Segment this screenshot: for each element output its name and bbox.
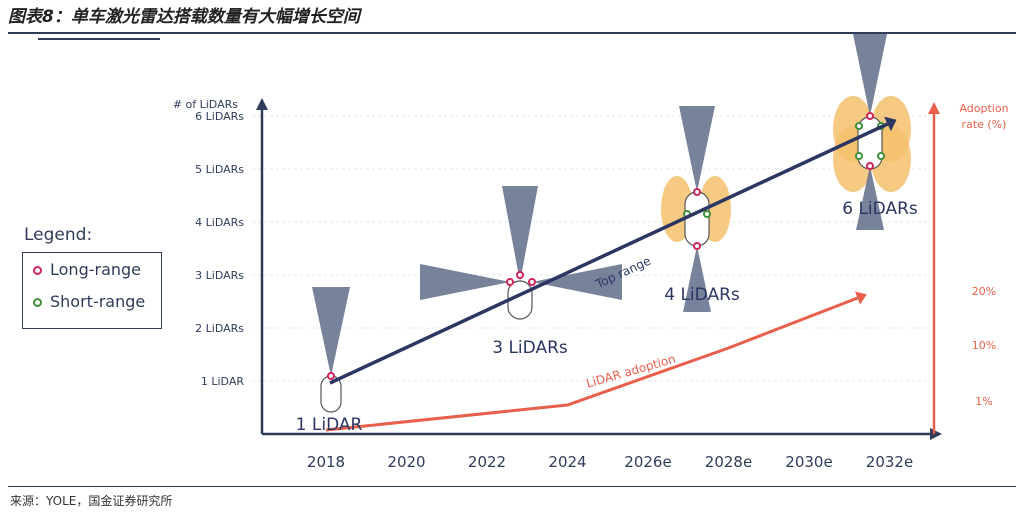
figure-title: 图表8：单车激光雷达搭载数量有大幅增长空间 [8,7,360,27]
lidar-count-label: 4 LiDARs [664,285,740,305]
right-tick-label: 1% [975,395,992,408]
left-tick-label: 3 LiDARs [195,269,244,282]
long-range-beam [853,34,887,116]
long-range-beam [420,264,510,300]
top-range-line [329,122,889,385]
adoption-arrowhead [854,291,867,305]
long-range-beam [683,246,711,312]
short-range-sensor-dot [877,152,885,160]
left-tick-label: 1 LiDAR [201,375,244,388]
long-range-sensor-dot [693,242,701,250]
title-underline [38,38,160,40]
x-tick-label: 2026e [624,453,671,471]
tick-labels: 1 LiDAR 2 LiDARs 3 LiDARs 4 LiDARs 5 LiDARs 6… [173,98,1009,471]
lidar-count-label: 3 LiDARs [492,338,568,358]
lidar-count-label: 1 LiDAR [296,415,363,435]
long-range-sensor-dot [516,271,524,279]
long-range-sensor-dot [693,188,701,196]
long-range-beam [502,186,538,282]
x-tick-label: 2020 [387,453,425,471]
long-range-beam [856,166,884,230]
title-rule [8,32,1016,34]
source-note: 来源：YOLE，国金证券研究所 [10,494,173,508]
gridlines [252,115,930,382]
long-range-sensor-dot [866,112,874,120]
long-range-sensor-dot [327,372,335,380]
short-range-dot-icon [33,298,42,307]
right-axis-title-line2: rate (%) [962,118,1007,131]
short-range-sensor-dot [855,122,863,130]
legend-label: Short-range [50,292,146,311]
right-tick-label: 20% [972,285,996,298]
vehicle-2028 [684,191,710,247]
long-range-beam [312,287,350,376]
axes [256,98,942,440]
left-tick-label: 2 LiDARs [195,322,244,335]
legend-label: Long-range [50,260,142,279]
top-range-arrowhead [884,116,897,132]
series-lines [325,116,897,432]
right-axis-arrow [928,102,940,114]
right-axis-title-line1: Adoption [959,102,1008,115]
right-tick-label: 10% [972,339,996,352]
left-axis-arrow [256,98,268,110]
left-axis-title: # of LiDARs [173,98,238,111]
x-tick-label: 2018 [307,453,345,471]
vehicle-illustrations [312,34,911,413]
long-range-sensor-dot [528,278,536,286]
adoption-line [325,296,859,432]
left-tick-label: 5 LiDARs [195,163,244,176]
short-range-sensor-dot [855,152,863,160]
long-range-sensor-dot [866,162,874,170]
x-tick-label: 2028e [705,453,752,471]
long-range-sensor-dot [506,278,514,286]
lidar-chart: 1 LiDAR 2 LiDARs 3 LiDARs 4 LiDARs 5 LiDARs 6… [173,34,1009,471]
legend-item-short-range: Short-range [33,292,145,311]
x-tick-label: 2030e [785,453,832,471]
long-range-beam [679,106,715,192]
x-tick-label: 2032e [866,453,913,471]
legend-title: Legend: [24,225,93,245]
left-tick-label: 4 LiDARs [195,216,244,229]
lidar-count-label: 6 LiDARs [842,199,918,219]
x-tick-label: 2022 [468,453,506,471]
x-tick-label: 2024 [548,453,586,471]
x-axis-arrow [930,428,942,440]
legend: Long-range Short-range [22,252,162,329]
long-range-beam [532,264,622,300]
short-range-sensor-dot [703,210,711,218]
long-range-dot-icon [33,266,42,275]
footer-rule [8,486,1016,487]
legend-item-long-range: Long-range [33,260,141,279]
left-tick-label: 6 LiDARs [195,110,244,123]
